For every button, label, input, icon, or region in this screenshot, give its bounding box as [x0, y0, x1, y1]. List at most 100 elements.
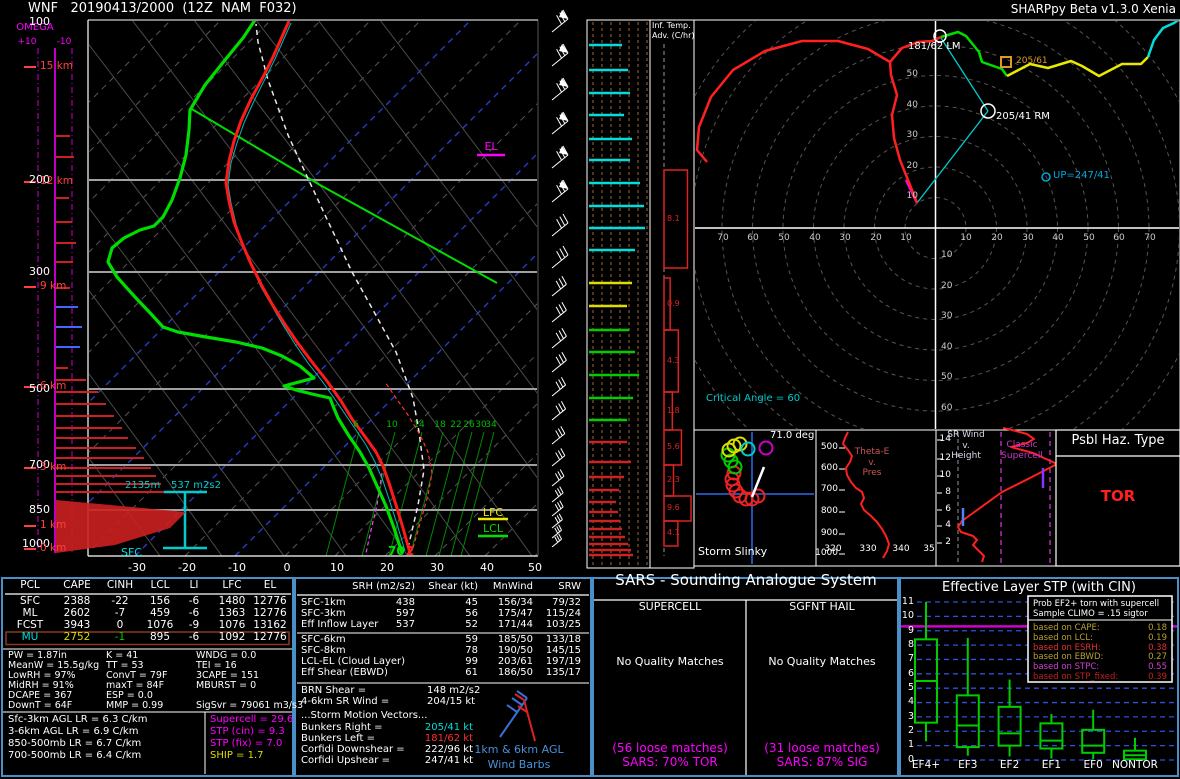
wind-barb	[551, 359, 567, 373]
dry-adiabat	[89, 289, 285, 556]
isotherm	[89, 21, 421, 353]
stp-y-tick: 7	[907, 653, 914, 665]
wind-barb-tick	[560, 401, 567, 410]
index-value: 3CAPE = 151	[196, 669, 260, 681]
temp-axis-label: -10	[228, 560, 246, 574]
wind-barb-tick	[555, 332, 562, 342]
wind-barb-tick	[554, 516, 559, 524]
isotherm	[334, 353, 537, 556]
critical-angle-label: Critical Angle = 60	[706, 393, 801, 404]
thetae-y-label: 800	[820, 506, 838, 517]
wind-barb	[551, 475, 565, 487]
wind-barb-tick	[556, 535, 561, 542]
isotherm	[89, 21, 371, 303]
parcel-cell: -6	[188, 607, 200, 620]
severe-index-value: Supercell = 29.6	[210, 713, 294, 725]
height-label: 0 km	[40, 542, 67, 555]
wind-barb	[551, 309, 567, 323]
mixing-ratio-label: 10	[386, 420, 398, 431]
sars-supercell-matches[interactable]: No Quality Matches	[616, 655, 724, 668]
hazard-value: TOR	[1100, 487, 1136, 505]
mixing-ratio-label: 18	[434, 420, 446, 431]
stp-prob-label: based on EBWD:	[1033, 652, 1104, 663]
wind-barb-tick	[560, 426, 566, 434]
hodo-ring-label: 70	[717, 233, 729, 244]
index-value: TEI = 16	[196, 659, 237, 671]
storm-motion-line	[940, 37, 989, 112]
stp-prob-inset	[1027, 595, 1173, 683]
wind-barb-tick	[556, 48, 563, 59]
isotherm	[284, 303, 537, 556]
wind-barb-tick	[557, 450, 563, 458]
stp-y-tick: 0	[907, 753, 914, 765]
surface-dewpoint: 70	[388, 544, 405, 558]
wind-barb-tick	[562, 179, 569, 190]
wind-barb-pennant	[559, 180, 568, 189]
advection-value: 4.1	[667, 528, 680, 538]
wind-barb	[551, 18, 569, 33]
wind-barb-tick	[558, 533, 563, 540]
kin-cell: 175/47	[497, 607, 533, 619]
stp-prob-label: based on LCL:	[1033, 633, 1093, 644]
wind-barb-tick	[557, 428, 563, 436]
hodo-ring-label: 20	[870, 233, 882, 244]
shear-value: 204/15 kt	[427, 695, 476, 707]
wind-barb-pennant	[559, 78, 568, 87]
wind-barb-tick	[554, 527, 559, 534]
wind-barb-tick	[555, 405, 561, 414]
hodo-trace-3-6km	[940, 30, 1009, 77]
wind-barb-tick	[559, 486, 564, 494]
parcel-cell[interactable]: SFC	[19, 595, 41, 608]
parcel-cell[interactable]: FCST	[16, 619, 44, 632]
wind-barb-tick	[554, 536, 559, 543]
1km-barb-tick	[511, 697, 523, 706]
mixing-ratio-line	[409, 431, 444, 556]
stp-y-tick: 4	[907, 696, 914, 708]
wind-barb-tick	[562, 213, 569, 224]
parcel-panel	[1, 577, 294, 777]
omega-plus-label: +10	[17, 37, 37, 47]
wind-barb	[551, 335, 567, 349]
index-value: DCAPE = 367	[8, 689, 73, 701]
slinky-circle	[732, 436, 748, 452]
kin-cell: 133/18	[545, 633, 581, 645]
thetae-x-label: 320	[824, 544, 842, 555]
stp-y-tick: 9	[907, 624, 914, 636]
parcel-col-header: CINH	[106, 579, 134, 592]
wind-barb-tick	[555, 473, 560, 481]
shear-value: 148 m2/s2	[427, 684, 481, 696]
wind-barb-tick	[556, 250, 563, 261]
parcel-col-header: LI	[189, 579, 199, 592]
kin-row-label: SFC-1km	[301, 596, 346, 608]
left-mover-marker	[933, 29, 947, 43]
stp-y-tick: 11	[901, 595, 914, 607]
thetae-title-2: v.	[868, 458, 876, 468]
thetae-y-label: 500	[820, 442, 838, 453]
parcel-cell: 3943	[63, 619, 91, 632]
sars-hail-matches[interactable]: No Quality Matches	[768, 655, 876, 668]
parcel-cell[interactable]: MU	[21, 631, 39, 644]
thetae-curve	[842, 431, 890, 559]
parcel-cell: 1363	[218, 607, 246, 620]
isotherm-blue	[89, 53, 537, 503]
advection-value: 2.3	[667, 475, 680, 485]
parcel-cell: 156	[149, 595, 171, 608]
dewpoint-curve	[106, 21, 404, 554]
slinky-vector	[750, 466, 766, 498]
wind-barb-tick	[561, 275, 567, 285]
hodo-ring-label: 60	[1113, 233, 1125, 244]
wind-barb-tick	[556, 82, 563, 93]
parcel-cell[interactable]: ML	[22, 607, 38, 620]
hodo-trace-6-9km	[1006, 56, 1149, 78]
left-mover-label: 181/62 LM	[908, 40, 961, 52]
advection-title-1: Inf. Temp.	[652, 21, 691, 30]
thetae-title-3: Pres	[862, 468, 882, 478]
parcel-cell: 1076	[218, 619, 246, 632]
mean-wind-marker	[1000, 56, 1012, 68]
hodo-ring-label: 20	[941, 281, 953, 292]
sars-hail-header: SGFNT HAIL	[789, 600, 855, 613]
mixing-ratio-label: 26	[463, 420, 475, 431]
wind-barb-pennant	[559, 44, 568, 53]
kin-cell: 186/50	[497, 666, 533, 678]
srwind-title-3: Height	[951, 451, 981, 461]
